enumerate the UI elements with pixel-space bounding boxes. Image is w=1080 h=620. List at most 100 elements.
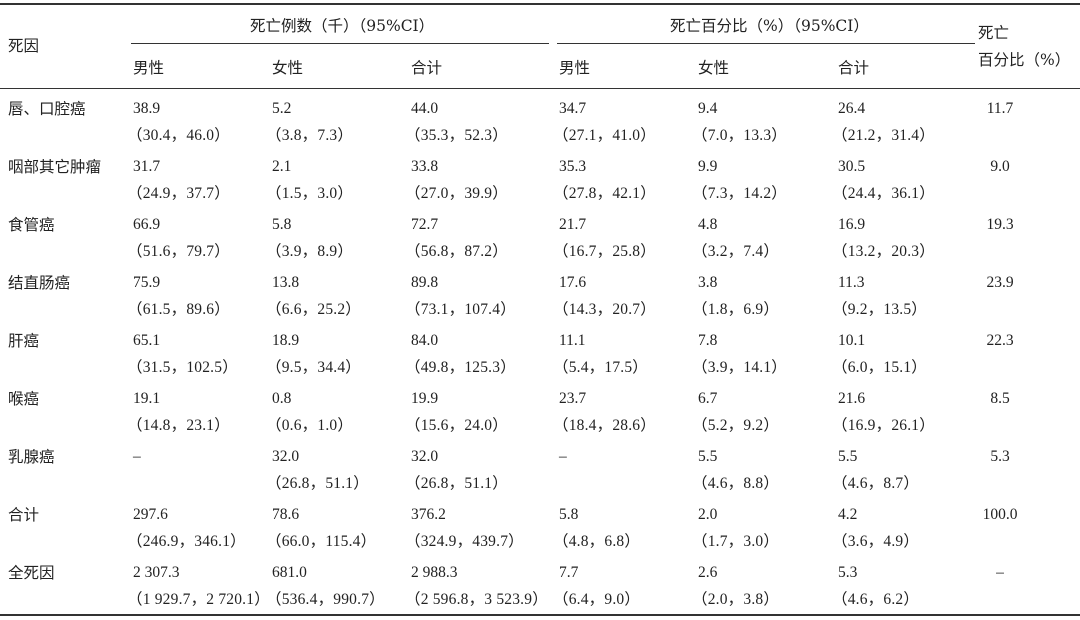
- cell-confidence-interval: （5.4，17.5）: [553, 359, 649, 376]
- cell-value: 2 307.3: [133, 564, 180, 581]
- cell-confidence-interval: （16.7，25.8）: [553, 243, 656, 260]
- cell-value: 34.7: [559, 100, 587, 117]
- row-overall-percent: 19.3: [986, 216, 1014, 233]
- cell-confidence-interval: （4.6，6.2）: [832, 591, 920, 608]
- row-overall-percent: 11.7: [986, 100, 1014, 117]
- group2-rule: [557, 43, 975, 44]
- row-overall-percent: –: [996, 564, 1004, 581]
- cell-confidence-interval: （6.6，25.2）: [266, 301, 362, 318]
- cell-confidence-interval: （26.8，51.1）: [405, 475, 508, 492]
- cell-value: 84.0: [411, 332, 439, 349]
- cell-confidence-interval: （14.8，23.1）: [127, 417, 230, 434]
- row-cause-label: 全死因: [8, 564, 55, 582]
- cell-value: 0.8: [272, 390, 292, 407]
- cell-value: 44.0: [411, 100, 439, 117]
- cell-confidence-interval: （1.7，3.0）: [692, 533, 780, 550]
- row-cause-label: 合计: [8, 506, 40, 524]
- cell-value: 32.0: [272, 448, 300, 465]
- row-cause-label: 咽部其它肿瘤: [8, 158, 102, 176]
- cell-confidence-interval: （3.9，14.1）: [692, 359, 788, 376]
- row-cause-label: 食管癌: [8, 216, 55, 234]
- cell-confidence-interval: （15.6，24.0）: [405, 417, 508, 434]
- row-cause-label: 喉癌: [8, 390, 40, 408]
- cell-value: 297.6: [133, 506, 168, 523]
- cell-confidence-interval: （4.8，6.8）: [553, 533, 641, 550]
- row-cause-label: 乳腺癌: [8, 448, 55, 466]
- cause-column-header: 死因: [8, 37, 40, 55]
- cell-confidence-interval: （27.1，41.0）: [553, 127, 656, 144]
- overall-percent-header-line1: 死亡: [978, 24, 1010, 42]
- cell-confidence-interval: （6.0，15.1）: [832, 359, 928, 376]
- cell-value: 65.1: [133, 332, 161, 349]
- cell-value: 19.9: [411, 390, 439, 407]
- cell-value: 23.7: [559, 390, 587, 407]
- cell-value: 5.5: [838, 448, 858, 465]
- cell-value: 7.7: [559, 564, 579, 581]
- cell-value: 5.8: [559, 506, 579, 523]
- cell-confidence-interval: （2 596.8，3 523.9）: [405, 591, 548, 608]
- subheader-female-percent: 女性: [698, 59, 730, 77]
- cell-confidence-interval: （24.4，36.1）: [832, 185, 935, 202]
- cell-value: 11.3: [838, 274, 865, 291]
- subheader-female-count: 女性: [272, 59, 304, 77]
- subheader-total-count: 合计: [411, 59, 443, 77]
- row-cause-label: 结直肠癌: [8, 274, 71, 292]
- cell-value: 2.0: [698, 506, 718, 523]
- cell-confidence-interval: （31.5，102.5）: [127, 359, 238, 376]
- cell-confidence-interval: （18.4，28.6）: [553, 417, 656, 434]
- cell-value: 18.9: [272, 332, 300, 349]
- cell-confidence-interval: （5.2，9.2）: [692, 417, 780, 434]
- cell-value: 4.8: [698, 216, 718, 233]
- cell-confidence-interval: （324.9，439.7）: [405, 533, 524, 550]
- cell-confidence-interval: （27.0，39.9）: [405, 185, 508, 202]
- death-percent-group-header: 死亡百分比（%）（95%CI）: [670, 17, 869, 35]
- cell-value: 21.6: [838, 390, 866, 407]
- row-cause-label: 肝癌: [8, 332, 40, 350]
- cell-confidence-interval: （2.0，3.8）: [692, 591, 780, 608]
- subheader-male-percent: 男性: [559, 59, 591, 77]
- cell-confidence-interval: （13.2，20.3）: [832, 243, 935, 260]
- cell-value: 5.2: [272, 100, 292, 117]
- cell-confidence-interval: （7.0，13.3）: [692, 127, 788, 144]
- cell-confidence-interval: （24.9，37.7）: [127, 185, 230, 202]
- cell-value: 17.6: [559, 274, 587, 291]
- row-cause-label: 唇、口腔癌: [8, 100, 86, 118]
- cell-value: 19.1: [133, 390, 161, 407]
- cell-value: 38.9: [133, 100, 161, 117]
- cell-value: 6.7: [698, 390, 718, 407]
- cell-value: 21.7: [559, 216, 587, 233]
- cell-value: 78.6: [272, 506, 300, 523]
- cell-value: 2.1: [272, 158, 292, 175]
- cell-value: 11.1: [559, 332, 586, 349]
- cell-confidence-interval: （246.9，346.1）: [127, 533, 246, 550]
- cell-value: 5.3: [838, 564, 858, 581]
- cell-confidence-interval: （27.8，42.1）: [553, 185, 656, 202]
- cell-value: 13.8: [272, 274, 300, 291]
- cell-confidence-interval: （56.8，87.2）: [405, 243, 508, 260]
- row-overall-percent: 23.9: [986, 274, 1014, 291]
- row-overall-percent: 9.0: [990, 158, 1010, 175]
- cell-value: 75.9: [133, 274, 161, 291]
- cell-confidence-interval: （21.2，31.4）: [832, 127, 935, 144]
- cell-value: 30.5: [838, 158, 866, 175]
- row-overall-percent: 22.3: [986, 332, 1014, 349]
- cell-confidence-interval: （536.4，990.7）: [266, 591, 385, 608]
- bottom-rule: [0, 614, 1080, 616]
- cell-confidence-interval: （16.9，26.1）: [832, 417, 935, 434]
- cell-confidence-interval: （3.9，8.9）: [266, 243, 354, 260]
- cell-confidence-interval: （26.8，51.1）: [266, 475, 369, 492]
- cell-value: 7.8: [698, 332, 718, 349]
- cell-confidence-interval: （9.5，34.4）: [266, 359, 362, 376]
- row-overall-percent: 5.3: [990, 448, 1010, 465]
- cell-confidence-interval: （3.2，7.4）: [692, 243, 780, 260]
- cell-confidence-interval: （30.4，46.0）: [127, 127, 230, 144]
- cell-value: 2 988.3: [411, 564, 458, 581]
- subheader-total-percent: 合计: [838, 59, 870, 77]
- cell-confidence-interval: （1 929.7，2 720.1）: [127, 591, 270, 608]
- cell-confidence-interval: （3.8，7.3）: [266, 127, 354, 144]
- cell-confidence-interval: （73.1，107.4）: [405, 301, 516, 318]
- cell-value: 31.7: [133, 158, 161, 175]
- cell-value: 681.0: [272, 564, 307, 581]
- cell-confidence-interval: （4.6，8.8）: [692, 475, 780, 492]
- cell-confidence-interval: （35.3，52.3）: [405, 127, 508, 144]
